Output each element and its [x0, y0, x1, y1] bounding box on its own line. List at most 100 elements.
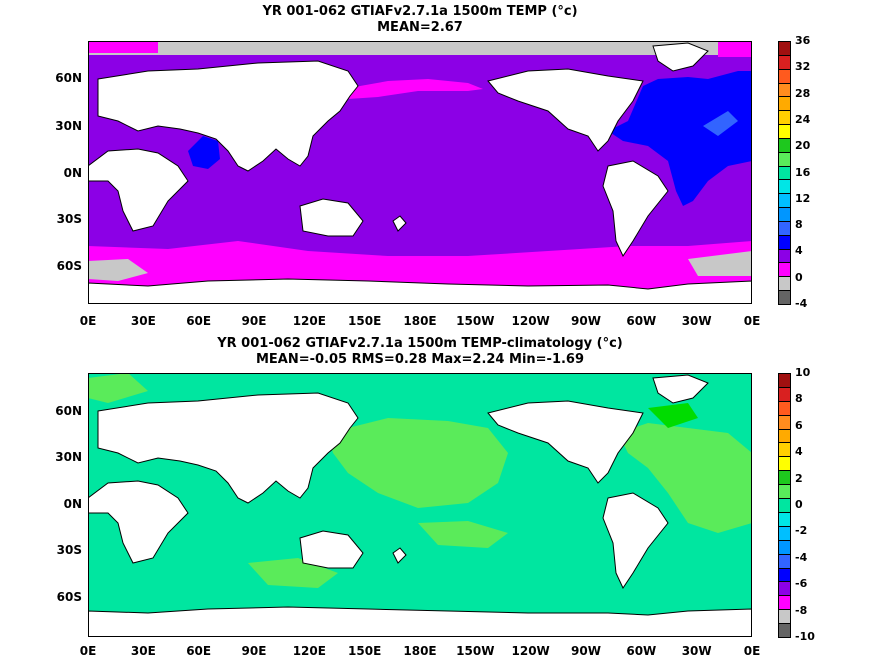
- p2-colorbar-label: 6: [795, 418, 803, 432]
- p1-lon-label-5: 150E: [348, 314, 382, 328]
- arctic-magenta-east: [718, 41, 752, 57]
- p1-lon-label-12: 0E: [743, 314, 761, 328]
- p1-lat-30s: 30S: [56, 212, 82, 226]
- south-america: [602, 160, 669, 258]
- p1-lon-label-4: 120E: [292, 314, 326, 328]
- p2-lat-0n: 0N: [63, 497, 82, 511]
- p2-colorbar-cell: [778, 442, 791, 458]
- p2-colorbar-cell: [778, 498, 791, 513]
- panel1-title-line2: MEAN=2.67: [377, 20, 463, 35]
- atlantic-blue: [608, 71, 752, 206]
- atlantic-patch: [618, 423, 752, 533]
- p1-colorbar-cell: [778, 193, 791, 209]
- panel2-map-svg: [88, 373, 752, 637]
- p2-lon-label-12: 0E: [743, 644, 761, 658]
- p2-colorbar-cell: [778, 623, 791, 638]
- p1-lon-label-10: 60W: [626, 314, 657, 328]
- panel1-title-line1: YR 001-062 GTIAFv2.7.1a 1500m TEMP (°c): [262, 4, 578, 19]
- africa: [88, 480, 189, 564]
- arctic-magenta-west: [88, 41, 158, 53]
- africa: [88, 148, 189, 232]
- p2-colorbar-label: -4: [795, 550, 808, 564]
- p2-lon-label-10: 60W: [626, 644, 657, 658]
- south-pacific-patch: [418, 521, 508, 548]
- p2-colorbar-cell: [778, 525, 791, 541]
- pacific-patch: [328, 418, 508, 508]
- p2-colorbar-cell: [778, 470, 791, 486]
- p1-colorbar-cell: [778, 276, 791, 292]
- p1-lat-60n: 60N: [55, 71, 82, 85]
- p2-lat-60s: 60S: [56, 590, 82, 604]
- p2-colorbar-label: 2: [795, 471, 803, 485]
- p2-lon-label-7: 150W: [456, 644, 495, 658]
- p1-colorbar-label: 12: [795, 191, 811, 205]
- north-america: [487, 68, 644, 152]
- p1-lat-0n: 0N: [63, 166, 82, 180]
- land-masses: [88, 374, 709, 590]
- p2-lon-label-11: 30W: [681, 644, 712, 658]
- p2-colorbar-cell: [778, 400, 791, 416]
- australia: [299, 198, 364, 237]
- panel1-colorbar: [778, 41, 791, 305]
- p1-lat-60s: 60S: [56, 259, 82, 273]
- arabian-blue: [188, 136, 220, 169]
- p2-colorbar-cell: [778, 414, 791, 430]
- labrador-patch: [648, 403, 698, 428]
- p1-colorbar-cell: [778, 179, 791, 195]
- p2-colorbar-label: 0: [795, 498, 803, 511]
- p2-colorbar-cell: [778, 511, 791, 527]
- p2-colorbar-label: -2: [795, 524, 808, 538]
- panel2-colorbar: [778, 373, 791, 638]
- p2-colorbar-cell: [778, 456, 791, 472]
- panel2-title: YR 001-062 GTIAFv2.7.1a 1500m TEMP-clima…: [88, 336, 752, 368]
- ice-south-east: [688, 251, 752, 276]
- p2-lon-label-6: 180E: [403, 644, 437, 658]
- p1-colorbar-cell: [778, 151, 791, 167]
- p1-colorbar-label: 8: [795, 218, 803, 232]
- australia: [299, 530, 364, 569]
- p1-colorbar-label: 4: [795, 244, 803, 258]
- p1-lon-label-2: 60E: [186, 314, 212, 328]
- p2-lon-label-1: 30E: [130, 644, 156, 658]
- antarctica: [88, 606, 752, 637]
- eurasia: [97, 60, 359, 172]
- p2-lon-label-4: 120E: [292, 644, 326, 658]
- p2-lon-label-8: 120W: [511, 644, 550, 658]
- p2-colorbar-label: -8: [795, 603, 808, 617]
- p1-colorbar-cell: [778, 54, 791, 70]
- p1-lon-label-0: 0E: [79, 314, 97, 328]
- p1-colorbar-cell: [778, 96, 791, 112]
- p2-colorbar-cell: [778, 373, 791, 388]
- p1-colorbar-cell: [778, 110, 791, 126]
- p2-colorbar-cell: [778, 539, 791, 555]
- p1-colorbar-cell: [778, 290, 791, 305]
- new-zealand: [392, 215, 407, 232]
- p2-lon-label-0: 0E: [79, 644, 97, 658]
- p1-colorbar-cell: [778, 124, 791, 139]
- p2-lon-label-2: 60E: [186, 644, 212, 658]
- p2-lon-label-3: 90E: [241, 644, 267, 658]
- atlantic-midblue: [703, 111, 738, 136]
- north-america: [487, 400, 644, 484]
- p1-colorbar-label: 16: [795, 165, 811, 179]
- p1-lon-label-11: 30W: [681, 314, 712, 328]
- p1-colorbar-cell: [778, 220, 791, 236]
- p1-lon-label-9: 90W: [571, 314, 601, 328]
- p1-colorbar-cell: [778, 165, 791, 181]
- p1-lon-label-3: 90E: [241, 314, 267, 328]
- p2-lon-label-5: 150E: [348, 644, 382, 658]
- eurasia: [97, 392, 359, 504]
- p1-colorbar-cell: [778, 68, 791, 84]
- p2-colorbar-cell: [778, 428, 791, 444]
- p2-colorbar-label: 4: [795, 445, 803, 459]
- north-pacific-magenta: [343, 79, 483, 99]
- p1-colorbar-cell: [778, 234, 791, 250]
- panel2-title-line1: YR 001-062 GTIAFv2.7.1a 1500m TEMP-clima…: [217, 336, 623, 351]
- panel1-map-svg: [88, 41, 752, 304]
- p1-colorbar-cell: [778, 248, 791, 264]
- p2-colorbar-cell: [778, 609, 791, 625]
- p1-lon-label-7: 150W: [456, 314, 495, 328]
- p2-lat-30s: 30S: [56, 543, 82, 557]
- p1-colorbar-cell: [778, 262, 791, 278]
- p1-colorbar-cell: [778, 41, 791, 56]
